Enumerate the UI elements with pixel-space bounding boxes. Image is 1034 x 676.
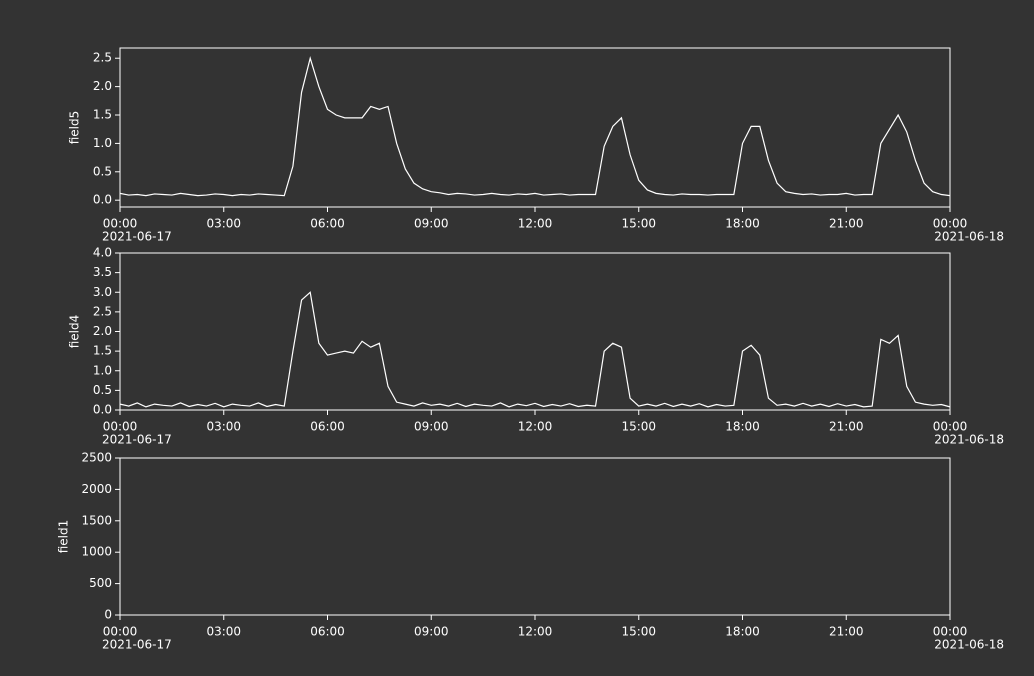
y-tick-label: 0.0 xyxy=(93,193,112,207)
x-date-label: 2021-06-17 xyxy=(102,433,172,447)
x-tick-label: 00:00 xyxy=(933,420,968,434)
x-date-label: 2021-06-18 xyxy=(934,638,1004,652)
x-tick-label: 06:00 xyxy=(310,625,345,639)
y-tick-label: 2500 xyxy=(81,451,112,465)
x-tick-label: 15:00 xyxy=(621,420,656,434)
y-tick-label: 0.0 xyxy=(93,403,112,417)
x-tick-label: 00:00 xyxy=(933,625,968,639)
x-tick-label: 00:00 xyxy=(103,420,138,434)
x-tick-label: 12:00 xyxy=(518,217,553,231)
y-tick-label: 500 xyxy=(89,576,112,590)
y-tick-label: 4.0 xyxy=(93,246,112,260)
y-axis-label: field1 xyxy=(57,520,71,554)
data-line xyxy=(119,55,951,197)
x-tick-label: 03:00 xyxy=(206,217,241,231)
x-date-label: 2021-06-17 xyxy=(102,230,172,244)
x-tick-label: 21:00 xyxy=(829,625,864,639)
x-date-label: 2021-06-17 xyxy=(102,638,172,652)
y-tick-label: 0.5 xyxy=(93,383,112,397)
x-tick-label: 09:00 xyxy=(414,217,449,231)
y-tick-label: 1500 xyxy=(81,513,112,527)
y-axis-label: field5 xyxy=(68,111,82,145)
data-line xyxy=(119,291,951,408)
x-tick-label: 09:00 xyxy=(414,625,449,639)
x-tick-label: 06:00 xyxy=(310,217,345,231)
y-axis-label: field4 xyxy=(68,315,82,349)
y-tick-label: 3.0 xyxy=(93,285,112,299)
x-tick-label: 18:00 xyxy=(725,217,760,231)
x-date-label: 2021-06-18 xyxy=(934,230,1004,244)
x-tick-label: 21:00 xyxy=(829,420,864,434)
x-tick-label: 15:00 xyxy=(621,217,656,231)
x-tick-label: 12:00 xyxy=(518,420,553,434)
x-tick-label: 06:00 xyxy=(310,420,345,434)
x-tick-label: 12:00 xyxy=(518,625,553,639)
y-tick-label: 1.0 xyxy=(93,136,112,150)
x-tick-label: 09:00 xyxy=(414,420,449,434)
x-date-label: 2021-06-18 xyxy=(934,433,1004,447)
x-tick-label: 00:00 xyxy=(933,217,968,231)
y-tick-label: 1000 xyxy=(81,545,112,559)
x-tick-label: 00:00 xyxy=(103,625,138,639)
y-tick-label: 1.0 xyxy=(93,363,112,377)
y-tick-label: 2.0 xyxy=(93,324,112,338)
x-tick-label: 21:00 xyxy=(829,217,864,231)
x-tick-label: 00:00 xyxy=(103,217,138,231)
y-tick-label: 1.5 xyxy=(93,108,112,122)
x-tick-label: 03:00 xyxy=(206,625,241,639)
y-tick-label: 1.5 xyxy=(93,344,112,358)
y-tick-label: 0.5 xyxy=(93,164,112,178)
x-tick-label: 03:00 xyxy=(206,420,241,434)
y-tick-label: 2.5 xyxy=(93,304,112,318)
x-tick-label: 18:00 xyxy=(725,420,760,434)
x-tick-label: 18:00 xyxy=(725,625,760,639)
y-tick-label: 0 xyxy=(104,608,112,622)
y-tick-label: 2.5 xyxy=(93,51,112,65)
y-tick-label: 3.5 xyxy=(93,265,112,279)
y-tick-label: 2.0 xyxy=(93,79,112,93)
y-tick-label: 2000 xyxy=(81,482,112,496)
x-tick-label: 15:00 xyxy=(621,625,656,639)
